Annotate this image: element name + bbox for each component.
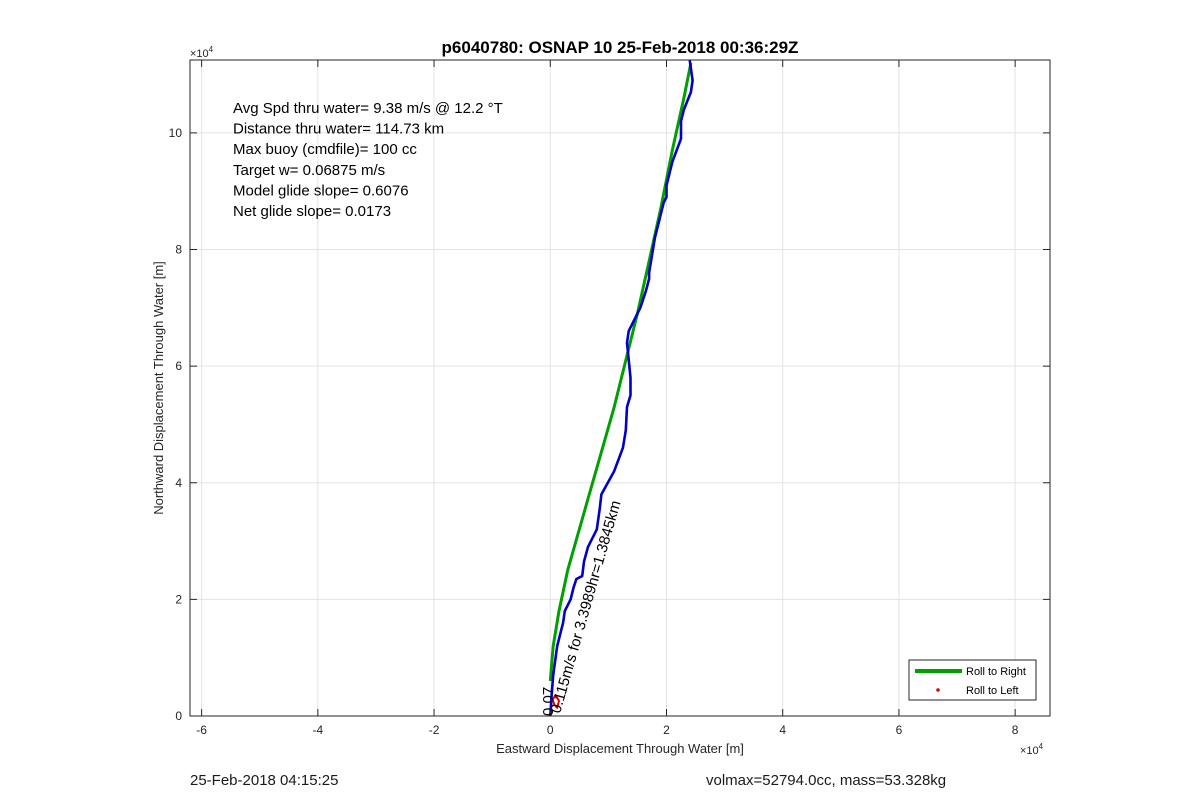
x-tick-label: 8 <box>1012 723 1019 737</box>
legend-label-roll-to-left: Roll to Left <box>966 685 1019 697</box>
svg-text:×104: ×104 <box>1020 742 1044 757</box>
series-line-roll-to-right <box>548 62 693 682</box>
y-tick-label: 2 <box>175 592 182 606</box>
x-exponent: ×104 <box>1020 742 1044 757</box>
x-tick-label: 4 <box>779 723 786 737</box>
ticks: -6 -4 -2 0 2 4 6 8 0 2 4 6 8 10 <box>169 60 1050 737</box>
legend: Roll to Right Roll to Left <box>908 659 1037 701</box>
stats-line: Distance thru water= 114.73 km <box>233 121 444 138</box>
y-tick-label: 6 <box>175 359 182 373</box>
x-tick-label: -2 <box>429 723 440 737</box>
x-tick-label: 6 <box>896 723 903 737</box>
x-tick-label: -6 <box>196 723 207 737</box>
svg-text:×104: ×104 <box>190 45 214 60</box>
y-tick-label: 4 <box>175 476 182 490</box>
chart-title: p6040780: OSNAP 10 25-Feb-2018 00:36:29Z <box>442 38 799 57</box>
y-exponent: ×104 <box>190 45 214 60</box>
footer-timestamp: 25-Feb-2018 04:15:25 <box>190 772 339 789</box>
stats-annotation: Avg Spd thru water= 9.38 m/s @ 12.2 °T Di… <box>233 100 503 220</box>
y-tick-label: 8 <box>175 243 182 257</box>
stats-line: Net glide slope= 0.0173 <box>233 203 391 220</box>
stats-line: Max buoy (cmdfile)= 100 cc <box>233 141 417 158</box>
rotated-annotation-short: 0.07 <box>540 687 557 716</box>
x-axis-label: Eastward Displacement Through Water [m] <box>496 741 744 756</box>
x-exponent-power: 4 <box>1039 742 1044 751</box>
series-layer <box>548 59 694 717</box>
y-tick-label: 0 <box>175 709 182 723</box>
legend-marker-roll-to-left <box>936 688 940 692</box>
series-roll-to-left-points <box>551 694 560 709</box>
y-exponent-base: ×10 <box>190 48 209 60</box>
x-tick-label: 2 <box>663 723 670 737</box>
stats-line: Avg Spd thru water= 9.38 m/s @ 12.2 °T <box>233 100 503 117</box>
stats-line: Model glide slope= 0.6076 <box>233 182 409 199</box>
x-tick-label: -4 <box>313 723 324 737</box>
y-exponent-power: 4 <box>209 45 214 54</box>
stats-line: Target w= 0.06875 m/s <box>233 162 385 179</box>
y-tick-label: 10 <box>169 126 183 140</box>
footer-volmax-mass: volmax=52794.0cc, mass=53.328kg <box>706 772 947 789</box>
y-axis-label: Northward Displacement Through Water [m] <box>151 261 166 515</box>
legend-label-roll-to-right: Roll to Right <box>966 666 1026 678</box>
series-line-track <box>549 59 694 717</box>
legend-box <box>908 659 1037 701</box>
x-tick-label: 0 <box>547 723 554 737</box>
x-exponent-base: ×10 <box>1020 745 1039 757</box>
plot-frame <box>189 59 1051 717</box>
